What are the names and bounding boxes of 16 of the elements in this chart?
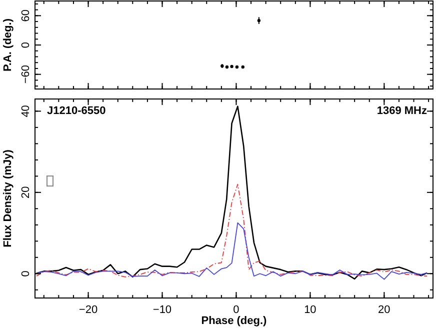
y-axis-title: P.A. (deg.) xyxy=(2,18,14,72)
y-tick-label: 20 xyxy=(20,186,32,199)
annotation: 1369 MHz xyxy=(376,105,428,117)
x-tick-label: 0 xyxy=(233,304,240,316)
y-tick-label: 40 xyxy=(20,105,32,118)
annotation: J1210-6550 xyxy=(47,105,106,117)
y-tick-label: 0 xyxy=(20,42,32,48)
x-tick-label: −20 xyxy=(78,304,98,316)
x-tick-label: 10 xyxy=(304,304,316,316)
x-tick-label: −10 xyxy=(152,304,172,316)
x-axis-title: Phase (deg.) xyxy=(201,315,268,327)
y-tick-label: −60 xyxy=(20,64,32,84)
y-axis-title: Flux Density (mJy) xyxy=(2,149,14,248)
y-tick-label: 60 xyxy=(20,10,32,22)
y-tick-label: 0 xyxy=(20,270,32,277)
x-tick-label: 20 xyxy=(378,304,390,316)
